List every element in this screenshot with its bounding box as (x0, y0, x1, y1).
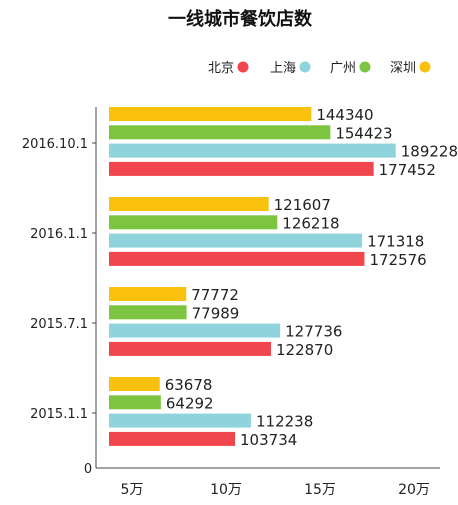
data-label: 63678 (165, 376, 213, 394)
legend-swatch (419, 61, 431, 73)
bar (109, 377, 160, 391)
data-label: 103734 (240, 431, 297, 449)
x-tick-label: 10万 (210, 482, 242, 498)
data-label: 126218 (282, 214, 339, 232)
x-zero-label: 0 (84, 462, 92, 477)
bar (109, 161, 374, 176)
data-label: 121607 (274, 196, 331, 214)
bar (109, 413, 252, 428)
data-label: 172576 (369, 251, 426, 269)
data-label: 122870 (276, 341, 333, 359)
legend-label: 深圳 (390, 61, 416, 76)
bar (109, 287, 187, 301)
x-tick-label: 20万 (398, 482, 430, 498)
bar (109, 215, 278, 230)
legend-swatch (359, 61, 371, 73)
data-label: 177452 (379, 161, 436, 179)
bar (109, 125, 331, 140)
bar (109, 197, 269, 211)
bar (109, 107, 312, 121)
legend-label: 广州 (330, 61, 356, 76)
data-label: 112238 (256, 413, 313, 431)
data-label: 64292 (166, 394, 214, 412)
legend-label: 北京 (208, 61, 234, 76)
bar (109, 251, 365, 266)
bar (109, 305, 187, 320)
bar (109, 233, 363, 248)
data-label: 171318 (367, 233, 424, 251)
data-label: 77772 (191, 286, 239, 304)
axes: 0 5万 10万 15万 20万 2016.10.1 2016.1.1 2015.7.1 201… (22, 107, 440, 498)
bar (109, 431, 236, 446)
data-label: 189228 (401, 143, 458, 161)
bar (109, 395, 161, 410)
legend-label: 上海 (270, 61, 296, 76)
bar (109, 143, 396, 158)
bar (109, 341, 271, 356)
category-label: 2016.1.1 (30, 227, 88, 242)
data-label: 154423 (335, 124, 392, 142)
data-label: 144340 (316, 106, 373, 124)
legend-swatch (237, 61, 249, 73)
category-label: 2015.7.1 (30, 317, 88, 332)
x-tick-label: 15万 (304, 482, 336, 498)
chart-title: 一线城市餐饮店数 (168, 8, 313, 30)
category-label: 2015.1.1 (30, 407, 88, 422)
legend-swatch (299, 61, 311, 73)
category-label: 2016.10.1 (22, 137, 88, 152)
bar (109, 323, 281, 338)
x-tick-label: 5万 (121, 482, 144, 498)
data-label: 77989 (192, 304, 240, 322)
data-label: 127736 (285, 323, 342, 341)
legend: 北京 上海 广州 深圳 (208, 61, 431, 76)
